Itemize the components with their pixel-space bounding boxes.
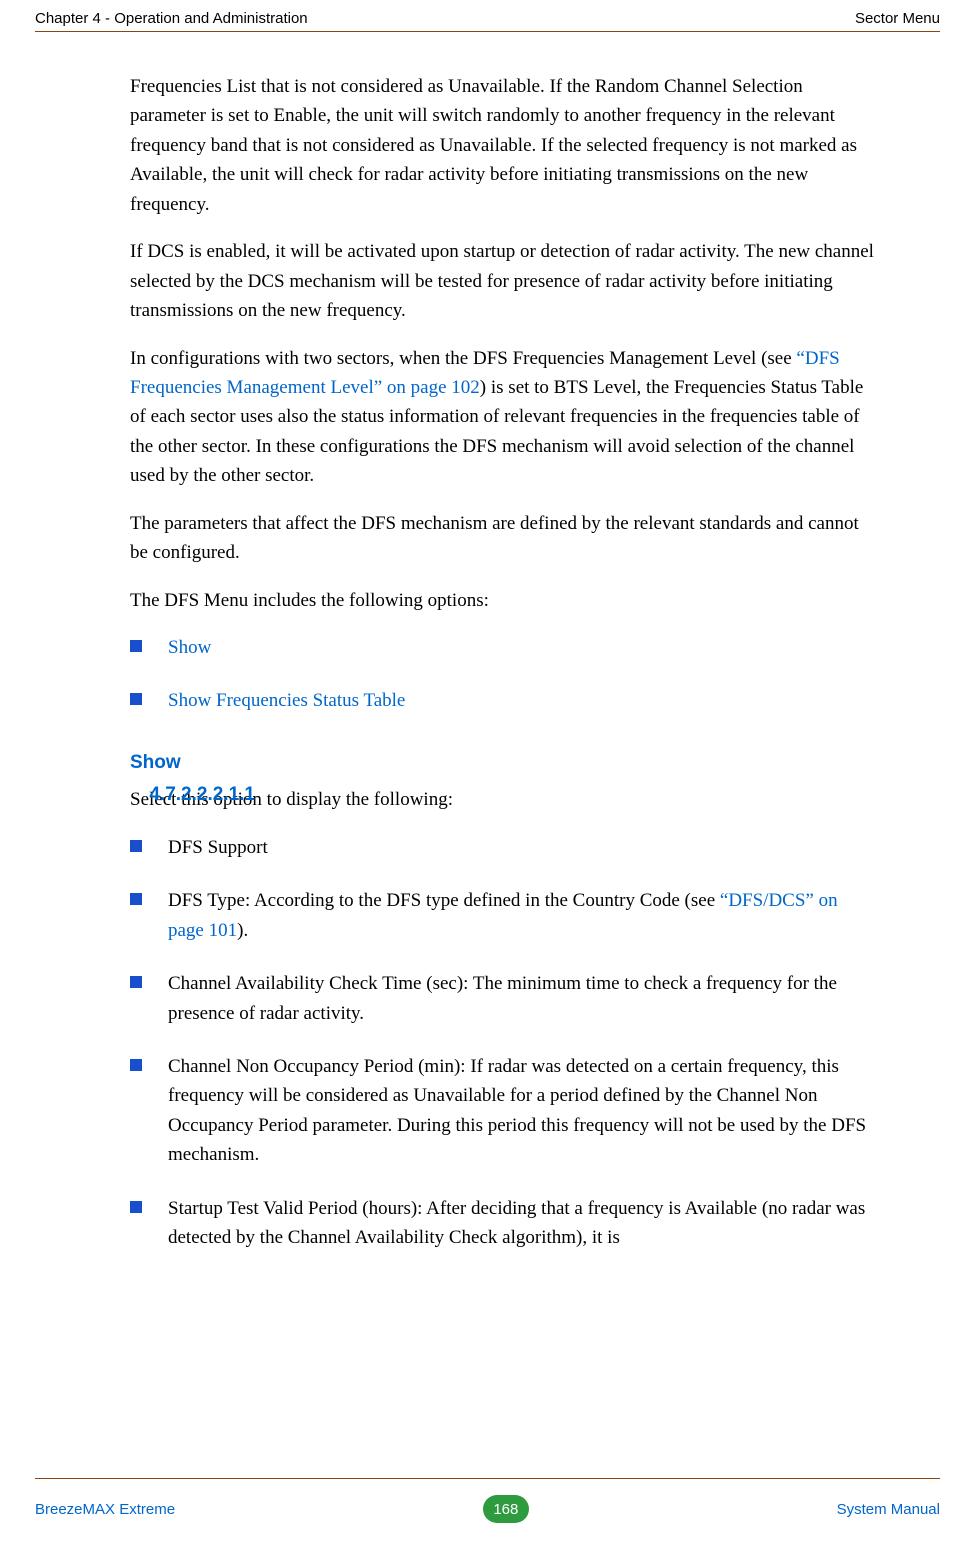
text-run: Channel Availability Check Time (sec): T…: [168, 973, 837, 1023]
list-item: Show: [130, 633, 875, 662]
list-item: Channel Availability Check Time (sec): T…: [130, 969, 875, 1028]
header-left: Chapter 4 - Operation and Administration: [35, 10, 308, 27]
paragraph: Frequencies List that is not considered …: [130, 72, 875, 219]
list-item: Show Frequencies Status Table: [130, 686, 875, 715]
page-footer: BreezeMAX Extreme 168 System Manual: [0, 1495, 975, 1523]
footer-right: System Manual: [837, 1501, 940, 1518]
option-link[interactable]: Show Frequencies Status Table: [168, 690, 405, 711]
show-items-list: DFS Support DFS Type: According to the D…: [130, 833, 875, 1253]
page-number-badge: 168: [483, 1495, 529, 1523]
paragraph: If DCS is enabled, it will be activated …: [130, 237, 875, 325]
footer-rule: [35, 1478, 940, 1479]
section-heading: Show: [130, 748, 875, 777]
list-item: Startup Test Valid Period (hours): After…: [130, 1194, 875, 1253]
list-item: Channel Non Occupancy Period (min): If r…: [130, 1052, 875, 1170]
text-run: DFS Support: [168, 837, 268, 858]
page-content: Frequencies List that is not considered …: [0, 32, 975, 1253]
options-list: Show Show Frequencies Status Table: [130, 633, 875, 716]
text-run: DFS Type: According to the DFS type defi…: [168, 890, 720, 911]
list-item: DFS Type: According to the DFS type defi…: [130, 886, 875, 945]
page-header: Chapter 4 - Operation and Administration…: [0, 0, 975, 31]
header-right: Sector Menu: [855, 10, 940, 27]
text-run: ).: [237, 920, 248, 941]
text-run: Channel Non Occupancy Period (min): If r…: [168, 1056, 866, 1165]
text-run: Startup Test Valid Period (hours): After…: [168, 1198, 865, 1248]
section-number: 4.7.2.2.2.1.1: [140, 780, 255, 809]
footer-left: BreezeMAX Extreme: [35, 1501, 175, 1518]
text-run: In configurations with two sectors, when…: [130, 348, 796, 369]
list-item: DFS Support: [130, 833, 875, 862]
paragraph: The DFS Menu includes the following opti…: [130, 586, 875, 615]
paragraph: The parameters that affect the DFS mecha…: [130, 509, 875, 568]
option-link[interactable]: Show: [168, 637, 211, 658]
paragraph: In configurations with two sectors, when…: [130, 344, 875, 491]
